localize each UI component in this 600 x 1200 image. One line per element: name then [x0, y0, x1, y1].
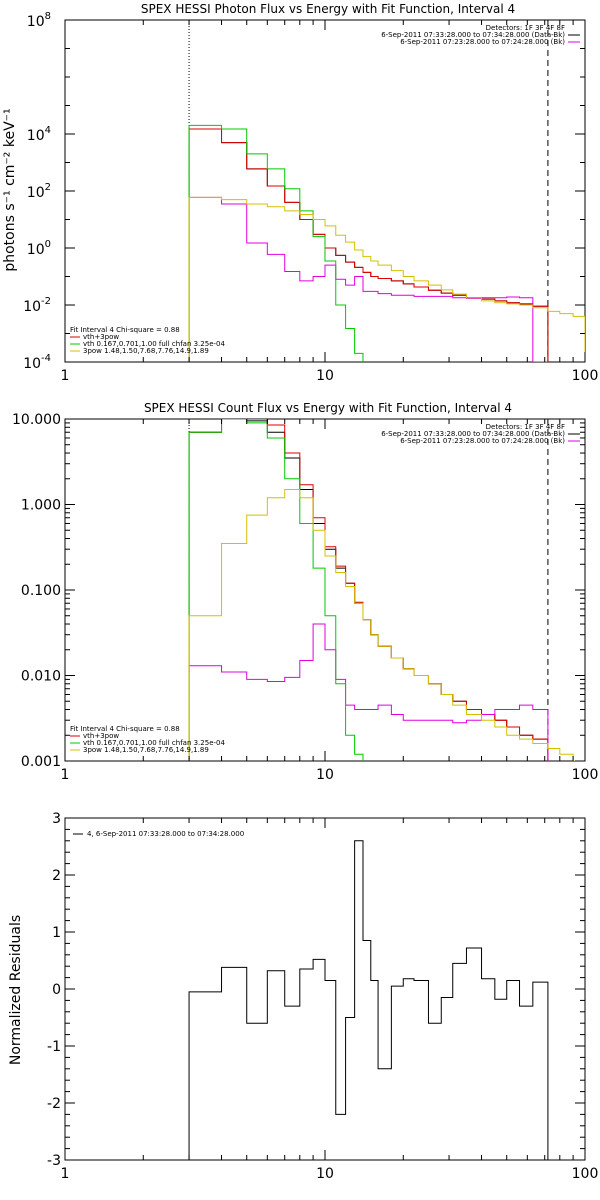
series-line [188, 419, 549, 761]
x-tick-label: 100 [572, 767, 599, 783]
series-line [188, 840, 549, 1160]
axis-ticks: 1 10 100 10-4 10-2 100 102 104 108 [23, 11, 598, 384]
legend-bottom-entry: vth 0.167,0.701,1.00 full chfan 3.25e-04 [83, 340, 225, 348]
y-tick-label: 10-4 [23, 353, 51, 372]
y-tick-label: 1.000 [21, 498, 61, 514]
series-line [188, 419, 364, 761]
legend: Detectors: 1F 3F 4F 8F6-Sep-2011 07:33:2… [70, 423, 580, 754]
y-tick-label: 10.000 [12, 412, 61, 428]
y-tick-label: 10-2 [23, 296, 51, 315]
x-tick-label: 1 [61, 1166, 70, 1182]
chart-title: SPEX HESSI Photon Flux vs Energy with Fi… [141, 2, 515, 16]
residuals-panel: Normalized Residuals 1 10 100 -3 -2 -1 0 1 2 3 4,… [8, 811, 598, 1182]
chart-title: SPEX HESSI Count Flux vs Energy with Fit… [144, 401, 512, 415]
legend-top-entry: 6-Sep-2011 07:33:28.000 to 07:34:28.000 … [381, 430, 565, 438]
legend-bottom-entry: vth 0.167,0.701,1.00 full chfan 3.25e-04 [83, 739, 225, 747]
legend-entry: 4, 6-Sep-2011 07:33:28.000 to 07:34:28.0… [87, 830, 244, 838]
x-tick-label: 1 [61, 368, 70, 384]
y-tick-label: 0.010 [21, 669, 61, 685]
y-tick-label: 0.100 [21, 583, 61, 599]
y-tick-label: 0 [52, 982, 61, 998]
series-line [188, 124, 364, 362]
x-tick-label: 10 [316, 1166, 334, 1182]
x-tick-label: 100 [572, 368, 599, 384]
x-tick-label: 10 [316, 368, 334, 384]
series-line [188, 196, 549, 362]
legend: Detectors: 1F 3F 4F 8F6-Sep-2011 07:33:2… [70, 24, 580, 355]
photon-flux-panel: SPEX HESSI Photon Flux vs Energy with Fi… [2, 2, 598, 384]
y-tick-label: 100 [27, 239, 51, 258]
legend-bottom-entry: Fit Interval 4 Chi-square = 0.88 [70, 326, 180, 334]
axis-ticks: 1 10 100 -3 -2 -1 0 1 2 3 [47, 811, 598, 1182]
legend: 4, 6-Sep-2011 07:33:28.000 to 07:34:28.0… [73, 830, 244, 838]
legend-top-entry: 6-Sep-2011 07:23:28.000 to 07:24:28.000 … [400, 38, 565, 46]
plot-area [188, 419, 585, 761]
series-line [188, 128, 549, 362]
plot-area [188, 840, 549, 1160]
y-tick-label: 3 [52, 811, 61, 827]
series-line [188, 488, 585, 761]
legend-top-entry: Detectors: 1F 3F 4F 8F [486, 24, 565, 32]
legend-bottom-entry: vth+3pow [83, 732, 119, 740]
series-line [188, 419, 549, 761]
y-axis-label: Normalized Residuals [8, 915, 24, 1065]
y-tick-label: 0.001 [21, 754, 61, 770]
y-tick-label: -1 [47, 1039, 61, 1055]
legend-top-entry: 6-Sep-2011 07:23:28.000 to 07:24:28.000 … [400, 437, 565, 445]
y-tick-label: 104 [27, 125, 51, 144]
y-tick-label: 108 [27, 11, 51, 30]
y-tick-label: 102 [27, 182, 51, 201]
series-line [188, 196, 585, 362]
x-tick-label: 100 [572, 1166, 599, 1182]
series-line [188, 623, 549, 761]
legend-bottom-entry: 3pow 1.48,1.50,7.68,7.76,14.9,1.89 [83, 347, 209, 355]
x-tick-label: 1 [61, 767, 70, 783]
plot-frame [64, 19, 586, 363]
legend-top-entry: 6-Sep-2011 07:33:28.000 to 07:34:28.000 … [381, 31, 565, 39]
legend-bottom-entry: Fit Interval 4 Chi-square = 0.88 [70, 725, 180, 733]
axis-ticks: 1 10 100 0.001 0.010 0.100 1.000 10.000 [12, 412, 598, 783]
y-tick-label: -2 [47, 1096, 61, 1112]
y-tick-label: 2 [52, 868, 61, 884]
y-axis-label: photons s⁻¹ cm⁻² keV⁻¹ [2, 108, 18, 271]
legend-bottom-entry: vth+3pow [83, 333, 119, 341]
series-line [188, 128, 549, 362]
y-tick-label: 1 [52, 925, 61, 941]
count-flux-panel: SPEX HESSI Count Flux vs Energy with Fit… [12, 401, 598, 783]
plot-area [188, 20, 585, 362]
legend-bottom-entry: 3pow 1.48,1.50,7.68,7.76,14.9,1.89 [83, 746, 209, 754]
x-tick-label: 10 [316, 767, 334, 783]
y-tick-label: -3 [47, 1153, 61, 1169]
legend-top-entry: Detectors: 1F 3F 4F 8F [486, 423, 565, 431]
